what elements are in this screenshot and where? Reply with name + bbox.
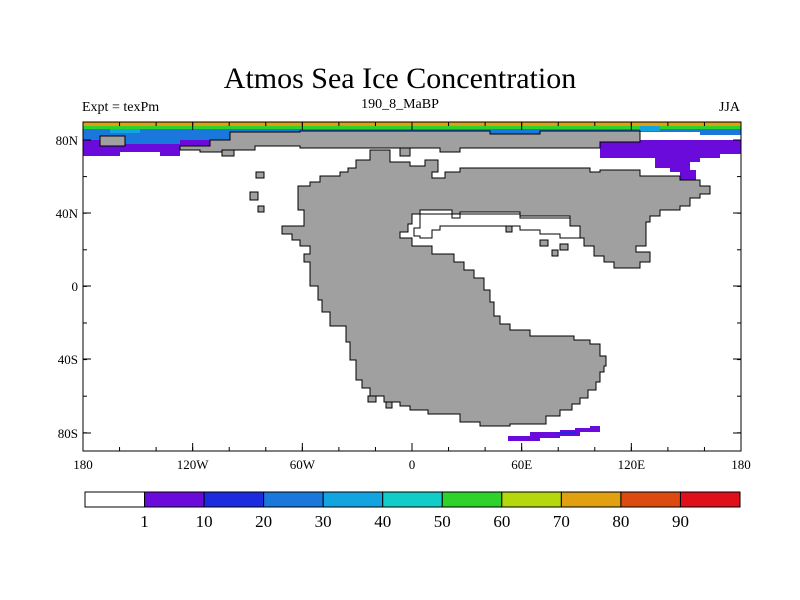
colorbar-swatch: [263, 491, 324, 508]
colorbar-swatch: [501, 491, 562, 508]
antarctic-sea-ice: [508, 426, 600, 441]
colorbar-swatch: [382, 491, 443, 508]
colorbar-label: 1: [140, 512, 149, 531]
colorbar-label: 90: [672, 512, 689, 531]
season-label: JJA: [718, 100, 740, 115]
colorbar-swatch: [560, 491, 622, 508]
y-tick-label: 0: [72, 279, 79, 294]
colorbar-swatch: [322, 491, 384, 508]
time-label: 190_8_MaBP: [361, 97, 439, 112]
experiment-label: Expt = texPm: [82, 100, 160, 115]
colorbar-label: 30: [315, 512, 332, 531]
y-tick-label: 80N: [56, 133, 79, 148]
colorbar-swatch: [144, 491, 205, 508]
colorbar-label: 20: [255, 512, 272, 531]
islands: [221, 147, 569, 409]
tethys-sea: [413, 213, 581, 239]
y-tick-label: 40N: [56, 206, 79, 221]
antarctic-sea-ice-blue: [558, 432, 575, 434]
x-tick-label: 60W: [290, 457, 316, 472]
x-tick-label: 120W: [177, 457, 210, 472]
x-tick-label: 120E: [618, 457, 646, 472]
colorbar-swatch: [679, 491, 741, 508]
arctic-land: [99, 130, 641, 153]
colorbar-swatch: [203, 491, 265, 508]
y-tick-label: 40S: [58, 352, 78, 367]
colorbar-label: 50: [434, 512, 451, 531]
chart-title: Atmos Sea Ice Concentration: [223, 62, 577, 95]
colorbar-label: 80: [612, 512, 629, 531]
x-tick-label: 180: [731, 457, 751, 472]
continent-pangea: [281, 149, 711, 427]
x-tick-label: 0: [409, 457, 416, 472]
colorbar-label: 10: [196, 512, 213, 531]
x-tick-label: 60E: [511, 457, 532, 472]
colorbar-label: 40: [374, 512, 391, 531]
x-tick-label: 180: [73, 457, 93, 472]
colorbar-swatch: [441, 491, 503, 508]
y-tick-label: 80S: [58, 426, 78, 441]
colorbar-label: 60: [493, 512, 510, 531]
colorbar-swatch: [84, 491, 146, 508]
colorbar-label: 70: [553, 512, 570, 531]
colorbar-swatch: [620, 491, 681, 508]
